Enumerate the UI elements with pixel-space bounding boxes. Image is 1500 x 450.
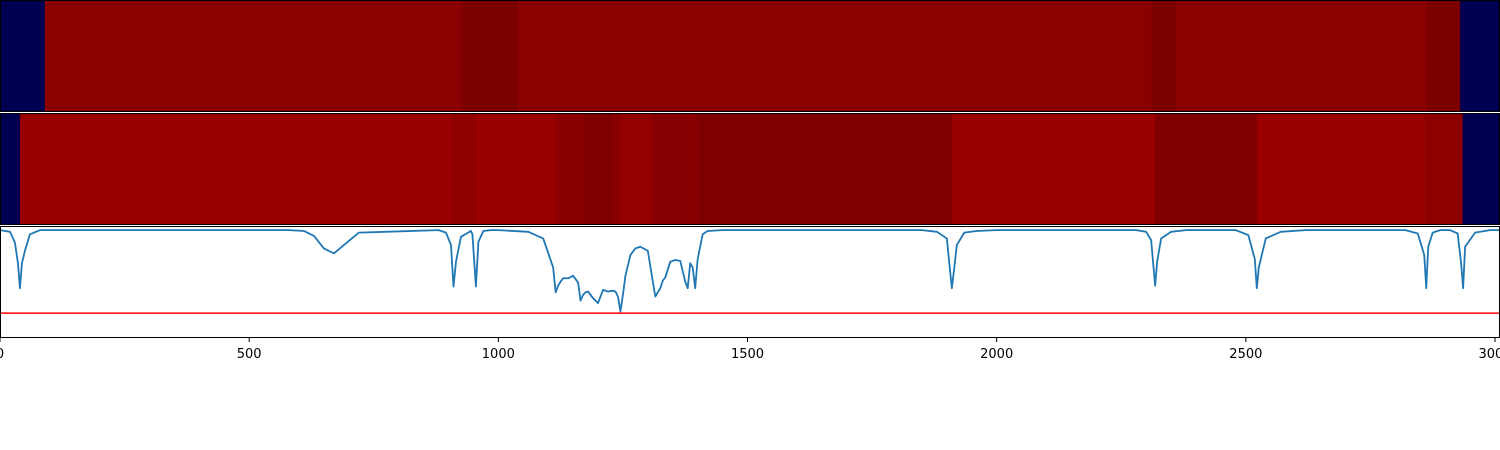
heatmap-top-cell-2 bbox=[460, 0, 519, 112]
x-tick-label-2500: 2500 bbox=[1229, 347, 1262, 362]
heatmap-middle-cell-10 bbox=[697, 113, 953, 225]
x-tick-label-1000: 1000 bbox=[482, 347, 515, 362]
heatmap-middle-cell-3 bbox=[475, 113, 557, 225]
heatmap-middle-cell-8 bbox=[652, 113, 686, 225]
heatmap-middle-cell-1 bbox=[19, 113, 452, 225]
heatmap-middle-cell-6 bbox=[612, 113, 621, 225]
heatmap-middle-cell-9 bbox=[685, 113, 699, 225]
x-axis: 0 500 1000 1500 2000 2500 3000 bbox=[0, 338, 1500, 362]
x-tick-label-500: 500 bbox=[237, 347, 262, 362]
x-tick-label-3000: 3000 bbox=[1478, 347, 1500, 362]
heatmap-middle-cell-14 bbox=[1425, 113, 1464, 225]
heatmap-top-cell-5 bbox=[1176, 0, 1427, 112]
heatmap-middle-cell-5 bbox=[583, 113, 614, 225]
line-plot-background bbox=[0, 226, 1500, 338]
heatmap-top-panel bbox=[0, 0, 1500, 112]
heatmap-middle-cell-12 bbox=[1155, 113, 1258, 225]
heatmap-middle-cell-15 bbox=[1462, 113, 1500, 225]
heatmap-middle-cell-0 bbox=[0, 113, 21, 225]
heatmap-middle-cell-4 bbox=[555, 113, 584, 225]
heatmap-top-cell-0 bbox=[0, 0, 46, 112]
series-line bbox=[0, 229, 1500, 313]
heatmap-middle-panel bbox=[0, 113, 1500, 225]
heatmap-top-cell-3 bbox=[518, 0, 1152, 112]
heatmap-top-cell-4 bbox=[1151, 0, 1177, 112]
heatmap-top-cell-6 bbox=[1426, 0, 1461, 112]
heatmap-middle-cell-2 bbox=[450, 113, 477, 225]
x-tick-label-1500: 1500 bbox=[731, 347, 764, 362]
x-tick-label-0: 0 bbox=[0, 347, 4, 362]
heatmap-middle-cell-13 bbox=[1256, 113, 1426, 225]
heatmap-middle-cell-11 bbox=[951, 113, 1156, 225]
line-plot-panel bbox=[0, 226, 1500, 338]
heatmap-middle-cell-7 bbox=[620, 113, 654, 225]
heatmap-top-cell-7 bbox=[1460, 0, 1500, 112]
x-tick-label-2000: 2000 bbox=[980, 347, 1013, 362]
heatmap-top-cell-1 bbox=[44, 0, 462, 112]
